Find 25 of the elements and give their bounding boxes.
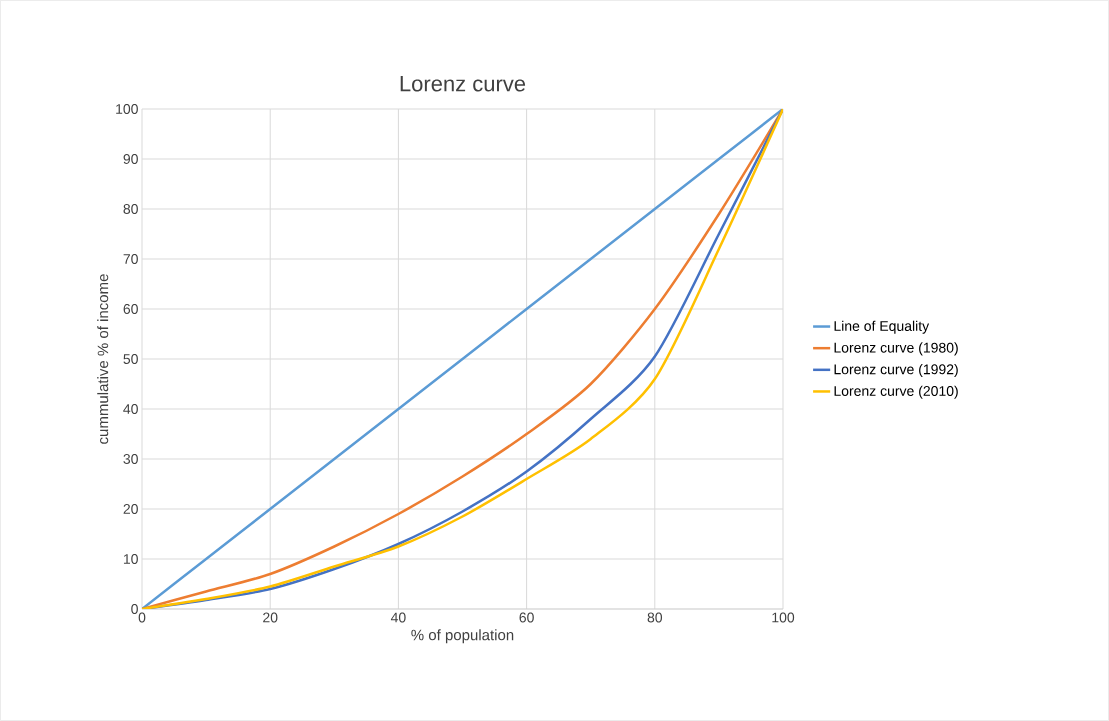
x-tick-label: 60 bbox=[519, 612, 534, 623]
x-tick-label: 100 bbox=[772, 612, 795, 623]
y-tick-label: 80 bbox=[123, 204, 138, 214]
legend-label: Lorenz curve (1992) bbox=[834, 364, 958, 378]
y-tick-label: 30 bbox=[123, 454, 138, 464]
x-tick-label: 40 bbox=[390, 612, 406, 623]
y-tick-label: 60 bbox=[123, 304, 138, 314]
y-tick-label: 90 bbox=[123, 154, 138, 164]
y-axis-title: cummulative % of income bbox=[97, 274, 109, 444]
y-tick-label: 70 bbox=[123, 254, 138, 264]
y-tick-label: 50 bbox=[123, 354, 138, 364]
legend-label: Lorenz curve (2010) bbox=[834, 385, 958, 399]
y-tick-label: 100 bbox=[116, 104, 138, 114]
chart-title: Lorenz curve bbox=[400, 76, 526, 92]
y-tick-label: 40 bbox=[123, 404, 138, 414]
legend-label: Line of Equality bbox=[834, 320, 930, 334]
y-tick-label: 0 bbox=[131, 604, 138, 614]
x-tick-label: 20 bbox=[263, 612, 278, 623]
line-series bbox=[142, 109, 783, 609]
legend-label: Lorenz curve (1980) bbox=[834, 342, 958, 356]
y-tick-label: 10 bbox=[123, 554, 138, 564]
y-tick-label: 20 bbox=[123, 504, 138, 514]
x-axis-title: % of population bbox=[411, 629, 514, 644]
x-tick-label: 0 bbox=[138, 612, 146, 623]
x-tick-label: 80 bbox=[647, 612, 663, 623]
